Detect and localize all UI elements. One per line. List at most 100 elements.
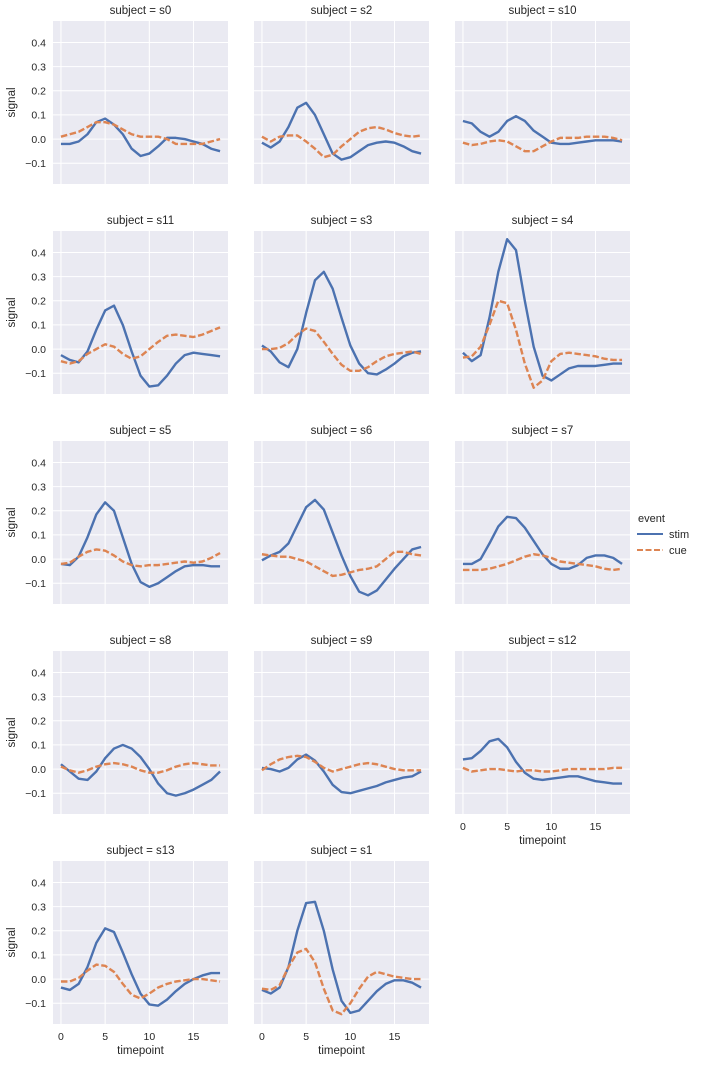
series-line-cue	[462, 135, 623, 153]
series-line-cue	[462, 299, 623, 389]
facet-panel: subject = s4	[455, 215, 630, 394]
x-tick-label: 5	[102, 1031, 108, 1043]
x-axis-label: timepoint	[519, 835, 566, 847]
facet-panel: subject = s0 −0.1 0.0 0.1 0.2 0.3 0.4 signal	[6, 5, 228, 184]
series-line-stim	[261, 101, 422, 161]
facet-panel: subject = s7	[455, 425, 630, 604]
panel-background	[53, 651, 228, 814]
panel-background	[53, 861, 228, 1024]
panel-title: subject = s2	[311, 5, 373, 17]
panel-title: subject = s7	[512, 425, 574, 437]
series-line-stim	[261, 753, 422, 795]
y-tick-label: 0.4	[31, 457, 46, 469]
y-tick-label: 0.3	[31, 271, 46, 283]
y-axis-label: signal	[6, 297, 18, 327]
panel-background	[254, 651, 429, 814]
facet-panel: subject = s13 −0.1 0.0 0.1 0.2 0.3 0.4 signal 0 5…	[6, 845, 228, 1057]
legend-label-cue: cue	[669, 545, 687, 557]
facet-panel: subject = s12 0 5 10 15 timepoint	[455, 635, 630, 847]
y-tick-label: 0.3	[31, 61, 46, 73]
panel-title: subject = s0	[110, 5, 172, 17]
y-tick-label: 0.0	[31, 344, 46, 356]
y-tick-label: 0.2	[31, 926, 46, 938]
series-line-cue	[60, 548, 221, 568]
series-line-stim	[60, 501, 221, 589]
panel-background	[254, 231, 429, 394]
series-line-cue	[261, 947, 422, 1016]
panel-background	[254, 21, 429, 184]
y-tick-label: 0.1	[31, 530, 46, 542]
panel-title: subject = s9	[311, 635, 373, 647]
y-tick-label: 0.4	[31, 667, 46, 679]
x-tick-label: 10	[545, 821, 557, 833]
y-tick-label: −0.1	[25, 788, 46, 800]
x-tick-label: 15	[188, 1031, 200, 1043]
panel-title: subject = s4	[512, 215, 574, 227]
series-line-cue	[60, 326, 221, 365]
series-line-cue	[462, 553, 623, 572]
y-axis-label: signal	[6, 87, 18, 117]
panel-title: subject = s5	[110, 425, 172, 437]
panel-background	[455, 651, 630, 814]
legend: event stim cue	[637, 513, 689, 557]
panel-title: subject = s3	[311, 215, 373, 227]
panel-title: subject = s12	[508, 635, 576, 647]
x-tick-label: 10	[344, 1031, 356, 1043]
facet-panel: subject = s2	[254, 5, 429, 184]
y-tick-label: 0.2	[31, 506, 46, 518]
series-line-cue	[261, 327, 422, 373]
series-line-stim	[261, 498, 422, 597]
x-tick-label: 0	[259, 1031, 265, 1043]
y-tick-label: 0.2	[31, 716, 46, 728]
y-tick-label: −0.1	[25, 998, 46, 1010]
x-axis-label: timepoint	[318, 1045, 365, 1057]
series-line-stim	[261, 270, 422, 376]
x-axis-label: timepoint	[117, 1045, 164, 1057]
facet-panel: subject = s11 −0.1 0.0 0.1 0.2 0.3 0.4 signal	[6, 215, 228, 394]
panel-title: subject = s10	[508, 5, 576, 17]
y-tick-label: 0.1	[31, 320, 46, 332]
panel-background	[254, 441, 429, 604]
facet-panel: subject = s10	[455, 5, 630, 184]
y-tick-label: 0.1	[31, 740, 46, 752]
panel-background	[53, 441, 228, 604]
x-tick-label: 10	[143, 1031, 155, 1043]
legend-label-stim: stim	[669, 529, 689, 541]
y-tick-label: 0.4	[31, 877, 46, 889]
series-line-cue	[462, 766, 623, 773]
panel-title: subject = s6	[311, 425, 373, 437]
series-line-stim	[60, 117, 221, 158]
facet-panel: subject = s8 −0.1 0.0 0.1 0.2 0.3 0.4 signal	[6, 635, 228, 814]
y-axis-label: signal	[6, 507, 18, 537]
series-line-cue	[60, 120, 221, 146]
y-axis-label: signal	[6, 927, 18, 957]
series-line-stim	[60, 304, 221, 388]
y-tick-label: 0.0	[31, 134, 46, 146]
y-tick-label: 0.0	[31, 974, 46, 986]
x-tick-label: 15	[590, 821, 602, 833]
y-tick-label: 0.1	[31, 110, 46, 122]
panel-title: subject = s1	[311, 845, 373, 857]
panel-background	[455, 231, 630, 394]
y-axis-label: signal	[6, 717, 18, 747]
y-tick-label: 0.4	[31, 247, 46, 259]
panel-title: subject = s11	[107, 215, 174, 227]
y-tick-label: 0.1	[31, 950, 46, 962]
facet-panel: subject = s1 0 5 10 15 timepoint	[254, 845, 429, 1057]
series-line-cue	[261, 125, 422, 159]
x-tick-label: 0	[58, 1031, 64, 1043]
panel-title: subject = s13	[106, 845, 174, 857]
series-line-cue	[261, 550, 422, 578]
y-tick-label: −0.1	[25, 578, 46, 590]
series-line-stim	[462, 238, 623, 382]
y-tick-label: −0.1	[25, 158, 46, 170]
facet-panel: subject = s9	[254, 635, 429, 814]
y-tick-label: 0.3	[31, 901, 46, 913]
x-tick-label: 5	[504, 821, 510, 833]
series-line-cue	[60, 761, 221, 774]
x-tick-label: 5	[303, 1031, 309, 1043]
y-tick-label: 0.2	[31, 296, 46, 308]
panel-background	[53, 231, 228, 394]
x-tick-label: 15	[389, 1031, 401, 1043]
